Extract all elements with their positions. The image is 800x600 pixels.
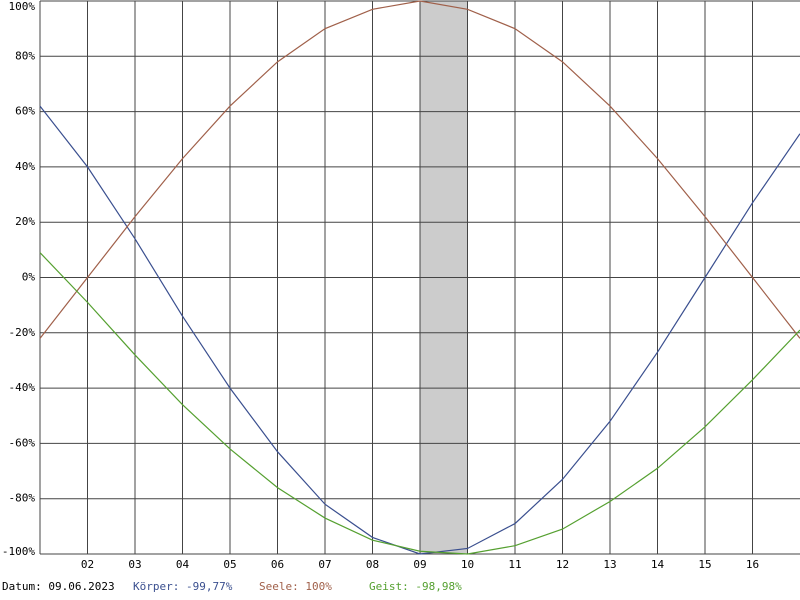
x-tick-label: 02	[81, 558, 94, 571]
x-tick-label: 10	[461, 558, 474, 571]
x-tick-label: 08	[366, 558, 379, 571]
y-tick-label: 0%	[22, 271, 36, 284]
x-tick-label: 13	[603, 558, 616, 571]
y-tick-label: -100%	[2, 545, 35, 558]
legend-entry: Datum: 09.06.2023	[2, 580, 115, 593]
x-tick-label: 07	[318, 558, 331, 571]
y-tick-label: -20%	[9, 326, 36, 339]
y-tick-label: 60%	[15, 105, 35, 118]
x-tick-label: 06	[271, 558, 284, 571]
x-tick-label: 05	[223, 558, 236, 571]
x-tick-label: 04	[176, 558, 190, 571]
x-tick-label: 14	[651, 558, 665, 571]
x-tick-label: 11	[508, 558, 521, 571]
x-tick-label: 12	[556, 558, 569, 571]
x-tick-label: 03	[128, 558, 141, 571]
y-tick-label: 20%	[15, 215, 35, 228]
y-tick-label: -80%	[9, 492, 36, 505]
y-tick-label: 40%	[15, 160, 35, 173]
x-tick-label: 09	[413, 558, 426, 571]
legend-entry: Körper: -99,77%	[133, 580, 233, 593]
series-line	[39, 252, 800, 555]
y-tick-label: -60%	[9, 436, 36, 449]
x-tick-label: 15	[698, 558, 711, 571]
legend-entry: Seele: 100%	[259, 580, 332, 593]
legend-entry: Geist: -98,98%	[369, 580, 462, 593]
series-line	[39, 105, 800, 555]
y-tick-label: 80%	[15, 49, 35, 62]
y-tick-label: 100%	[9, 0, 36, 13]
y-tick-label: -40%	[9, 381, 36, 394]
series-line	[39, 0, 800, 339]
x-tick-label: 16	[746, 558, 759, 571]
